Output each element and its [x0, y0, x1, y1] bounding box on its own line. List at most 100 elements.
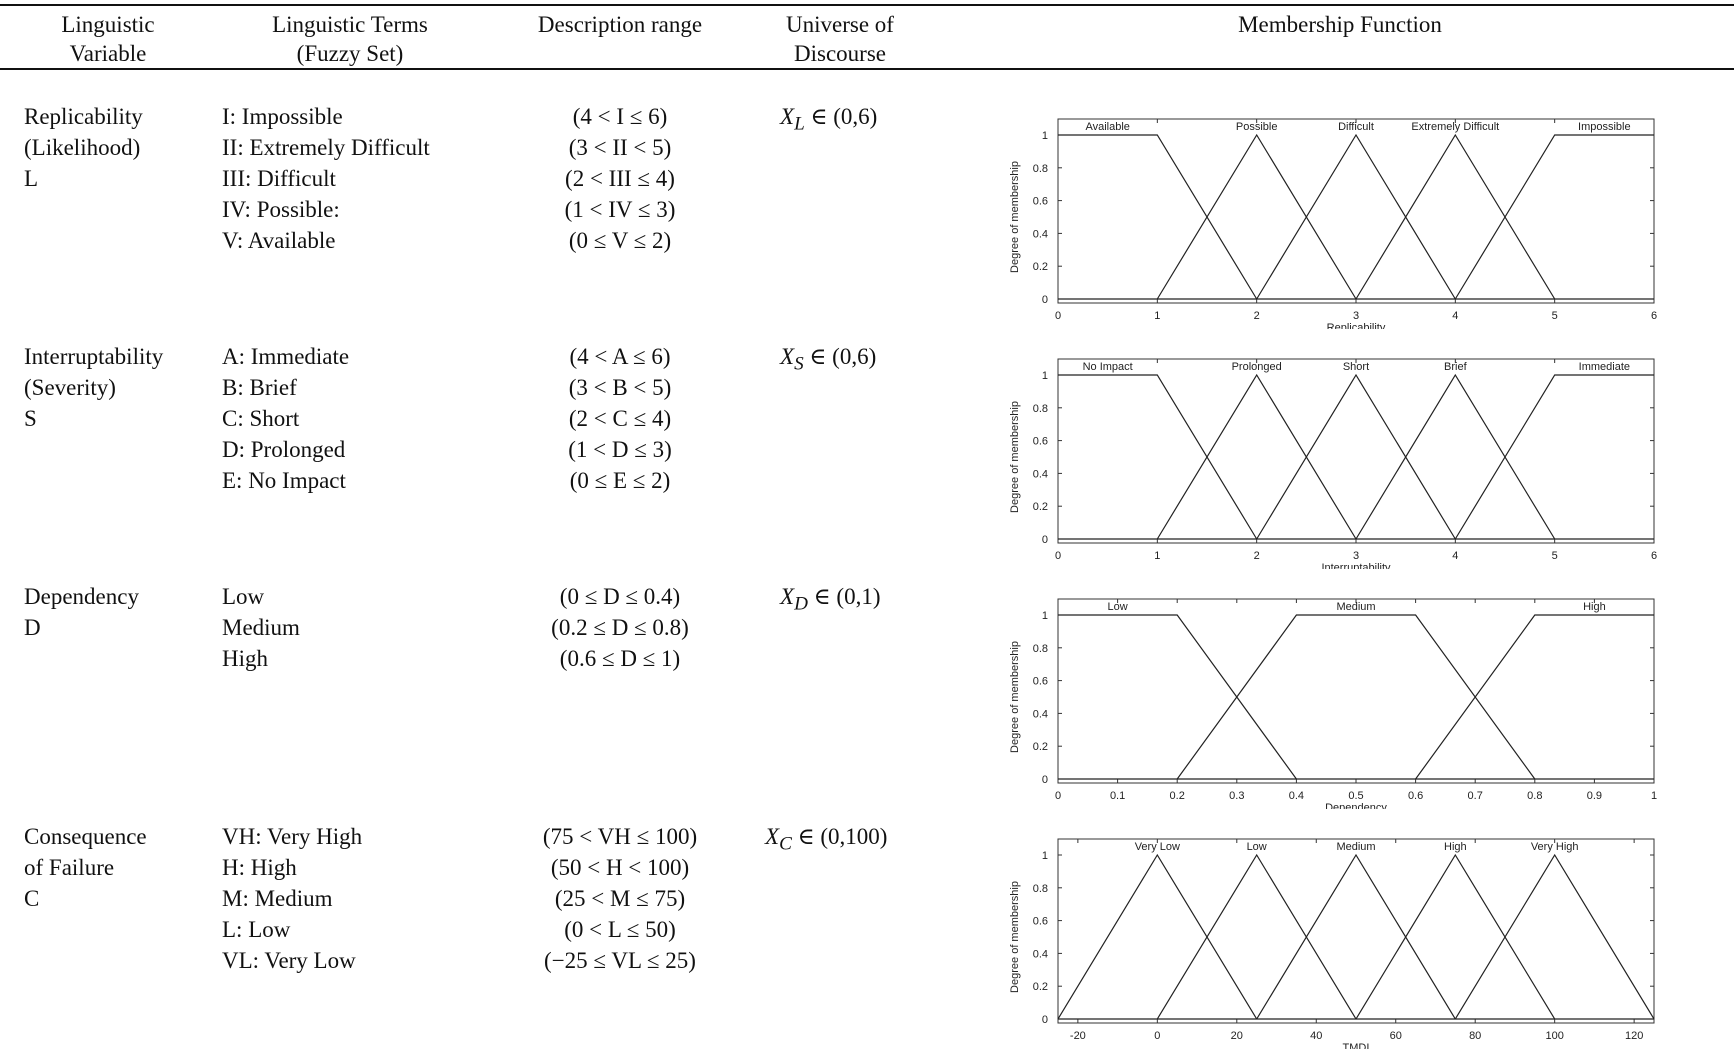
y-tick-label: 0.4 — [1033, 948, 1048, 960]
x-tick-label: 3 — [1353, 550, 1359, 562]
plot-svg: 0 0.2 0.4 0.6 0.8 1 0 1 2 3 4 5 6 Replicability Degree… — [1009, 118, 1657, 329]
range-item: (1 < D ≤ 3) — [568, 437, 672, 462]
plot-frame — [1057, 118, 1655, 304]
y-tick-label: 0.4 — [1033, 228, 1048, 240]
universe-subscript: L — [794, 113, 805, 135]
variable-line: Interruptability — [24, 344, 164, 369]
y-tick-label: 1 — [1042, 610, 1048, 622]
membership-plot-tmdi: 0 0.2 0.4 0.6 0.8 1 -20 0 20 40 60 80 100 120 TMDI Degr… — [990, 835, 1680, 1049]
x-tick-label: 0.7 — [1468, 790, 1483, 802]
range-item: (75 < VH ≤ 100) — [542, 824, 698, 849]
x-tick-label: 1 — [1154, 550, 1160, 562]
y-tick-label: 0.2 — [1033, 741, 1048, 753]
range-item: (0 < L ≤ 50) — [564, 917, 676, 942]
term-item: B: Brief — [222, 375, 297, 400]
x-tick-label: 0 — [1055, 310, 1061, 322]
x-tick-label: 5 — [1552, 310, 1558, 322]
series-label: Medium — [1336, 841, 1375, 853]
x-tick-label: 0 — [1055, 550, 1061, 562]
y-tick-label: 0.2 — [1033, 501, 1048, 513]
universe-range: ∈ (0,100) — [791, 824, 888, 849]
row-variable: Replicability (Likelihood) L — [24, 101, 143, 194]
range-item: (4 < I ≤ 6) — [572, 104, 668, 129]
plot-frame — [1057, 838, 1655, 1024]
row-ranges: (4 < A ≤ 6) (3 < B < 5) (2 < C ≤ 4) (1 <… — [500, 341, 740, 496]
series-label: Short — [1343, 361, 1369, 373]
universe-range: ∈ (0,6) — [803, 344, 877, 369]
series-label: High — [1583, 601, 1606, 613]
y-tick-label: 0.6 — [1033, 196, 1048, 208]
series-line — [1454, 134, 1654, 300]
x-tick-label: 0.2 — [1170, 790, 1185, 802]
y-axis-label: Degree of membership — [1009, 401, 1021, 513]
series-line — [1156, 133, 1357, 300]
variable-line: D — [24, 615, 41, 640]
row-variable: Consequence of Failure C — [24, 821, 147, 914]
x-tick-label: 0.5 — [1348, 790, 1363, 802]
series-label: Medium — [1336, 601, 1375, 613]
y-tick-label: 0.2 — [1033, 261, 1048, 273]
x-tick-label: -20 — [1070, 1030, 1086, 1042]
series-line — [1415, 614, 1654, 780]
universe-range: ∈ (0,6) — [804, 104, 878, 129]
row-terms: A: Immediate B: Brief C: Short D: Prolon… — [222, 341, 349, 496]
header-text: Universe of — [786, 12, 894, 37]
series-line — [1058, 614, 1297, 780]
x-tick-label: 0.8 — [1527, 790, 1542, 802]
variable-line: L — [24, 166, 39, 191]
range-item: (0.6 ≤ D ≤ 1) — [559, 646, 681, 671]
term-item: H: High — [222, 855, 297, 880]
x-axis-label: TMDI — [1343, 1042, 1370, 1049]
x-tick-label: 40 — [1310, 1030, 1322, 1042]
plot-frame — [1057, 598, 1655, 784]
term-item: Medium — [222, 615, 300, 640]
series-label: Possible — [1236, 121, 1278, 133]
y-tick-label: 0 — [1042, 294, 1048, 306]
term-item: IV: Possible: — [222, 197, 340, 222]
range-item: (0 ≤ V ≤ 2) — [568, 228, 672, 253]
header-rule — [0, 68, 1734, 70]
x-tick-label: 0 — [1154, 1030, 1160, 1042]
variable-line: (Likelihood) — [24, 135, 141, 160]
series-line — [1454, 374, 1654, 540]
row-variable: Interruptability (Severity) S — [24, 341, 163, 434]
series-label: Very High — [1531, 841, 1579, 853]
membership-plot-dependency: 0 0.2 0.4 0.6 0.8 1 0 0.1 0.2 0.3 0.4 0.5 0.6 0.7 0.8 0… — [990, 595, 1680, 809]
range-item: (2 < C ≤ 4) — [568, 406, 672, 431]
plot-svg: 0 0.2 0.4 0.6 0.8 1 -20 0 20 40 60 80 100 120 TMDI Degr… — [1009, 838, 1655, 1049]
row-ranges: (75 < VH ≤ 100) (50 < H < 100) (25 < M ≤… — [500, 821, 740, 976]
row-variable: Dependency D — [24, 581, 139, 643]
variable-line: S — [24, 406, 37, 431]
series-line — [1454, 853, 1655, 1020]
header-text: Discourse — [794, 41, 886, 66]
series-label: Low — [1108, 601, 1128, 613]
plot-svg: 0 0.2 0.4 0.6 0.8 1 0 0.1 0.2 0.3 0.4 0.5 0.6 0.7 0.8 0… — [1009, 598, 1657, 809]
x-tick-label: 20 — [1231, 1030, 1243, 1042]
term-item: Low — [222, 584, 265, 609]
variable-line: of Failure — [24, 855, 115, 880]
term-item: II: Extremely Difficult — [222, 135, 430, 160]
series-label: Very Low — [1135, 841, 1180, 853]
series-line — [1058, 134, 1258, 300]
series-line — [1355, 853, 1556, 1020]
term-item: E: No Impact — [222, 468, 346, 493]
universe-range: ∈ (0,1) — [807, 584, 881, 609]
x-axis-label: Interruptability — [1321, 562, 1391, 569]
row-terms: VH: Very High H: High M: Medium L: Low V… — [222, 821, 362, 976]
range-item: (0 ≤ D ≤ 0.4) — [559, 584, 681, 609]
series-label: Low — [1247, 841, 1267, 853]
series-line — [1256, 373, 1456, 540]
x-tick-label: 1 — [1154, 310, 1160, 322]
term-item: VH: Very High — [222, 824, 363, 849]
universe-subscript: S — [794, 353, 804, 375]
row-universe: XL ∈ (0,6) — [780, 104, 878, 135]
x-tick-label: 80 — [1469, 1030, 1481, 1042]
header-linguistic-terms: Linguistic Terms (Fuzzy Set) — [250, 10, 450, 68]
header-text: (Fuzzy Set) — [296, 41, 404, 66]
membership-plot-interruptability: 0 0.2 0.4 0.6 0.8 1 0 1 2 3 4 5 6 Interruptability Deg… — [990, 355, 1680, 569]
header-text: Variable — [69, 41, 147, 66]
row-terms: Low Medium High — [222, 581, 300, 674]
row-universe: XC ∈ (0,100) — [765, 824, 888, 855]
term-item: M: Medium — [222, 886, 333, 911]
y-tick-label: 0.2 — [1033, 981, 1048, 993]
